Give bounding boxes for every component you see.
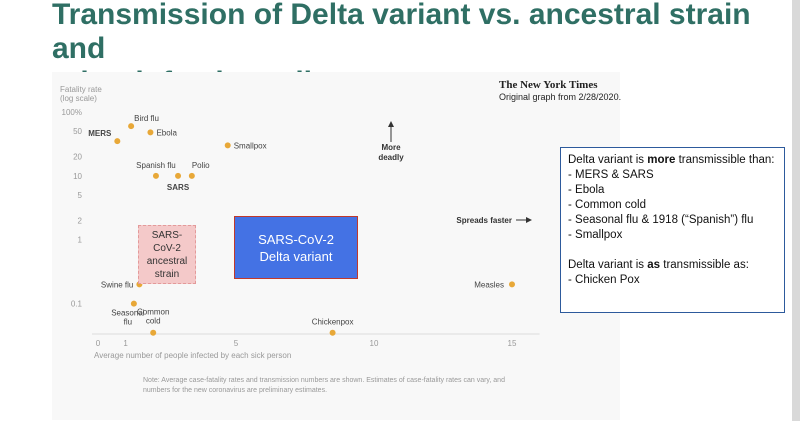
scatter-chart: Fatality rate (log scale)100%5020105210.1… xyxy=(60,85,540,360)
ancestral-strain-box: SARS- CoV-2 ancestral strain xyxy=(138,225,196,284)
delta-variant-box: SARS-CoV-2 Delta variant xyxy=(234,216,358,279)
data-point-label: Common cold xyxy=(137,308,169,326)
slide-title-line-1: Transmission of Delta variant vs. ancest… xyxy=(52,0,751,65)
y-tick-label: 1 xyxy=(78,236,83,245)
chart-note: Note: Average case-fatality rates and tr… xyxy=(143,377,505,394)
y-tick-label: 20 xyxy=(73,153,82,162)
x-tick-label: 10 xyxy=(370,339,379,348)
data-point xyxy=(147,129,154,136)
data-point-label: Swine flu xyxy=(101,280,133,289)
x-tick-label: 15 xyxy=(508,339,517,348)
data-point xyxy=(128,123,135,130)
data-point-label: Seasonal flu xyxy=(111,309,145,327)
x-tick-label: 5 xyxy=(234,339,239,348)
y-tick-label: 100% xyxy=(62,108,82,117)
y-tick-label: 5 xyxy=(78,191,83,200)
data-point xyxy=(329,329,336,336)
data-point-label: Measles xyxy=(474,280,504,289)
callout-list-item: - MERS & SARS xyxy=(568,169,654,181)
callout-chicken-pox: - Chicken Pox xyxy=(568,274,640,286)
window-edge-strip xyxy=(792,0,800,421)
callout-list-item: - Smallpox xyxy=(568,229,623,241)
callout-emphasis: more xyxy=(647,154,676,166)
data-point xyxy=(130,300,137,307)
callout-list: - MERS & SARS - Ebola - Common cold - Se… xyxy=(568,168,777,243)
x-tick-label: 0 xyxy=(96,339,101,348)
source-caption: Original graph from 2/28/2020. xyxy=(499,92,622,102)
data-point xyxy=(114,138,121,145)
y-axis-label: Fatality rate (log scale) xyxy=(60,85,102,103)
spreads-faster-arrowhead xyxy=(526,217,532,223)
data-point xyxy=(509,281,515,288)
callout-text: Delta variant is xyxy=(568,154,648,166)
data-point-label: Polio xyxy=(192,161,210,170)
y-tick-label: 10 xyxy=(73,172,82,181)
data-point-label: Chickenpox xyxy=(312,318,354,327)
callout-text: transmissible as: xyxy=(660,259,749,271)
callout-list-item: - Seasonal flu & 1918 (“Spanish”) flu xyxy=(568,214,754,226)
x-tick-label: 1 xyxy=(123,339,128,348)
callout-text: Delta variant is xyxy=(568,259,648,271)
callout-as-line: Delta variant is as transmissible as: xyxy=(568,258,777,273)
data-point-label: Smallpox xyxy=(234,141,267,150)
data-point-label: SARS xyxy=(167,183,190,192)
data-point xyxy=(224,142,231,149)
data-point-label: Spanish flu xyxy=(136,161,176,170)
data-point-label: MERS xyxy=(88,129,112,138)
comparison-callout: Delta variant is more transmissible than… xyxy=(560,147,785,313)
y-tick-label: 2 xyxy=(78,217,83,226)
x-axis-label: Average number of people infected by eac… xyxy=(94,351,291,360)
data-point xyxy=(175,172,182,179)
data-point-label: Bird flu xyxy=(134,114,159,123)
callout-text: transmissible than: xyxy=(675,154,775,166)
data-point-label: Ebola xyxy=(156,128,177,137)
y-tick-label: 0.1 xyxy=(71,300,83,309)
callout-list-item: - Ebola xyxy=(568,184,605,196)
callout-emphasis: as xyxy=(647,259,661,271)
nyt-logo: The New York Times xyxy=(499,79,598,91)
callout-list-item: - Common cold xyxy=(568,199,646,211)
data-point xyxy=(152,172,159,179)
data-point xyxy=(150,329,157,336)
y-tick-label: 50 xyxy=(73,127,82,136)
callout-more-line: Delta variant is more transmissible than… xyxy=(568,153,777,168)
spreads-faster-label: Spreads faster xyxy=(456,216,512,225)
data-point xyxy=(188,172,195,179)
more-deadly-arrowhead xyxy=(388,121,394,127)
callout-spacer xyxy=(568,243,777,258)
more-deadly-label: More deadly xyxy=(378,143,404,162)
